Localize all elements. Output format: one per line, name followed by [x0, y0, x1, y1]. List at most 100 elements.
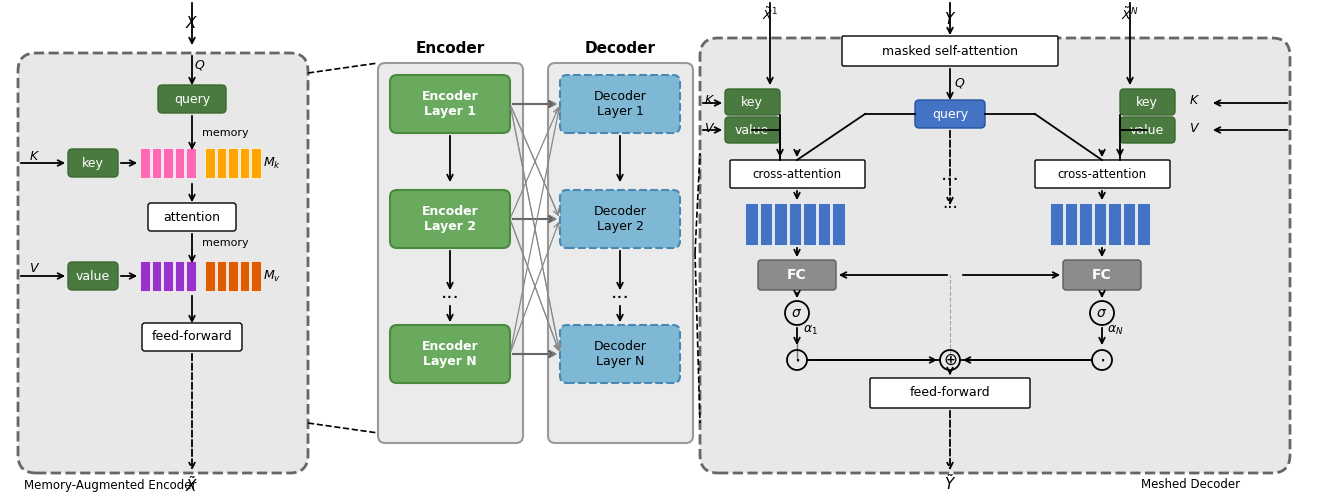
Text: ...: ... [942, 194, 958, 212]
Text: $Y$: $Y$ [944, 11, 956, 27]
Text: Encoder
Layer 2: Encoder Layer 2 [421, 205, 478, 233]
Bar [216, 261, 226, 291]
FancyBboxPatch shape [700, 38, 1290, 473]
Bar [818, 203, 830, 245]
FancyBboxPatch shape [389, 190, 510, 248]
Text: value: value [1130, 124, 1164, 136]
Text: cross-attention: cross-attention [1057, 167, 1147, 181]
Text: $K$: $K$ [29, 149, 41, 162]
FancyBboxPatch shape [915, 100, 985, 128]
FancyBboxPatch shape [389, 75, 510, 133]
FancyBboxPatch shape [378, 63, 523, 443]
FancyBboxPatch shape [1119, 117, 1175, 143]
Bar [240, 148, 249, 178]
Bar [186, 148, 195, 178]
Text: $\sigma$: $\sigma$ [1097, 306, 1107, 320]
Bar [140, 261, 149, 291]
Text: feed-forward: feed-forward [909, 386, 990, 399]
FancyBboxPatch shape [158, 85, 226, 113]
Text: $\oplus$: $\oplus$ [942, 351, 957, 369]
Text: $\tilde{Y}$: $\tilde{Y}$ [944, 473, 956, 493]
Text: $\alpha_N$: $\alpha_N$ [1106, 323, 1123, 337]
Text: key: key [741, 96, 763, 109]
Text: attention: attention [164, 210, 220, 223]
Bar [152, 148, 161, 178]
Bar [174, 148, 185, 178]
Text: Encoder
Layer N: Encoder Layer N [421, 340, 478, 368]
FancyBboxPatch shape [560, 75, 680, 133]
Bar [164, 261, 173, 291]
Bar [140, 148, 149, 178]
Bar [744, 203, 758, 245]
Bar [240, 261, 249, 291]
Text: $K$: $K$ [705, 94, 715, 107]
Bar [1064, 203, 1077, 245]
Text: $\sigma$: $\sigma$ [792, 306, 803, 320]
FancyBboxPatch shape [1063, 260, 1140, 290]
Text: Decoder: Decoder [585, 41, 656, 55]
Bar [1109, 203, 1121, 245]
Text: key: key [82, 156, 104, 170]
Bar [205, 261, 215, 291]
Bar [1123, 203, 1135, 245]
Text: $\cdot$: $\cdot$ [1100, 351, 1105, 370]
Bar [1049, 203, 1063, 245]
FancyBboxPatch shape [389, 325, 510, 383]
FancyBboxPatch shape [18, 53, 308, 473]
Bar [1094, 203, 1106, 245]
FancyBboxPatch shape [870, 378, 1030, 408]
Bar [174, 261, 185, 291]
FancyBboxPatch shape [725, 117, 780, 143]
Bar [833, 203, 845, 245]
Text: $\alpha_1$: $\alpha_1$ [803, 323, 817, 337]
FancyBboxPatch shape [69, 262, 117, 290]
Text: $V$: $V$ [705, 122, 715, 134]
FancyBboxPatch shape [148, 203, 236, 231]
Bar [164, 148, 173, 178]
Text: memory: memory [202, 128, 248, 138]
Text: $V$: $V$ [29, 263, 41, 276]
Text: $M_v$: $M_v$ [263, 269, 281, 284]
Bar [228, 148, 238, 178]
Text: query: query [932, 108, 968, 121]
Bar [789, 203, 801, 245]
Text: memory: memory [202, 238, 248, 248]
Text: $M_k$: $M_k$ [263, 155, 281, 171]
Text: value: value [735, 124, 770, 136]
FancyBboxPatch shape [69, 149, 117, 177]
Text: feed-forward: feed-forward [152, 330, 232, 344]
Text: FC: FC [787, 268, 807, 282]
Text: $X$: $X$ [185, 15, 199, 31]
Text: $\tilde{X}$: $\tilde{X}$ [185, 475, 199, 495]
Text: value: value [75, 270, 110, 283]
FancyBboxPatch shape [143, 323, 242, 351]
Text: $\tilde{X}^1$: $\tilde{X}^1$ [762, 7, 777, 23]
FancyBboxPatch shape [548, 63, 693, 443]
Text: Memory-Augmented Encoder: Memory-Augmented Encoder [24, 478, 197, 491]
Text: $Q$: $Q$ [954, 76, 966, 90]
Text: ...: ... [941, 164, 960, 184]
Text: $K$: $K$ [1189, 94, 1200, 107]
Text: $V$: $V$ [1189, 122, 1201, 134]
Bar [759, 203, 772, 245]
Bar [228, 261, 238, 291]
Text: Decoder
Layer 2: Decoder Layer 2 [594, 205, 647, 233]
Bar [251, 148, 261, 178]
Text: Meshed Decoder: Meshed Decoder [1140, 478, 1239, 491]
Text: key: key [1137, 96, 1158, 109]
Text: $\tilde{X}^N$: $\tilde{X}^N$ [1121, 7, 1139, 23]
Text: Decoder
Layer N: Decoder Layer N [594, 340, 647, 368]
FancyBboxPatch shape [758, 260, 836, 290]
Bar [152, 261, 161, 291]
Text: Encoder: Encoder [416, 41, 484, 55]
Text: masked self-attention: masked self-attention [882, 44, 1018, 57]
Text: cross-attention: cross-attention [752, 167, 842, 181]
Text: Decoder
Layer 1: Decoder Layer 1 [594, 90, 647, 118]
Text: FC: FC [1092, 268, 1111, 282]
FancyBboxPatch shape [730, 160, 865, 188]
Text: Encoder
Layer 1: Encoder Layer 1 [421, 90, 478, 118]
Bar [774, 203, 787, 245]
Bar [216, 148, 226, 178]
Text: query: query [174, 93, 210, 106]
Text: ...: ... [441, 284, 459, 302]
